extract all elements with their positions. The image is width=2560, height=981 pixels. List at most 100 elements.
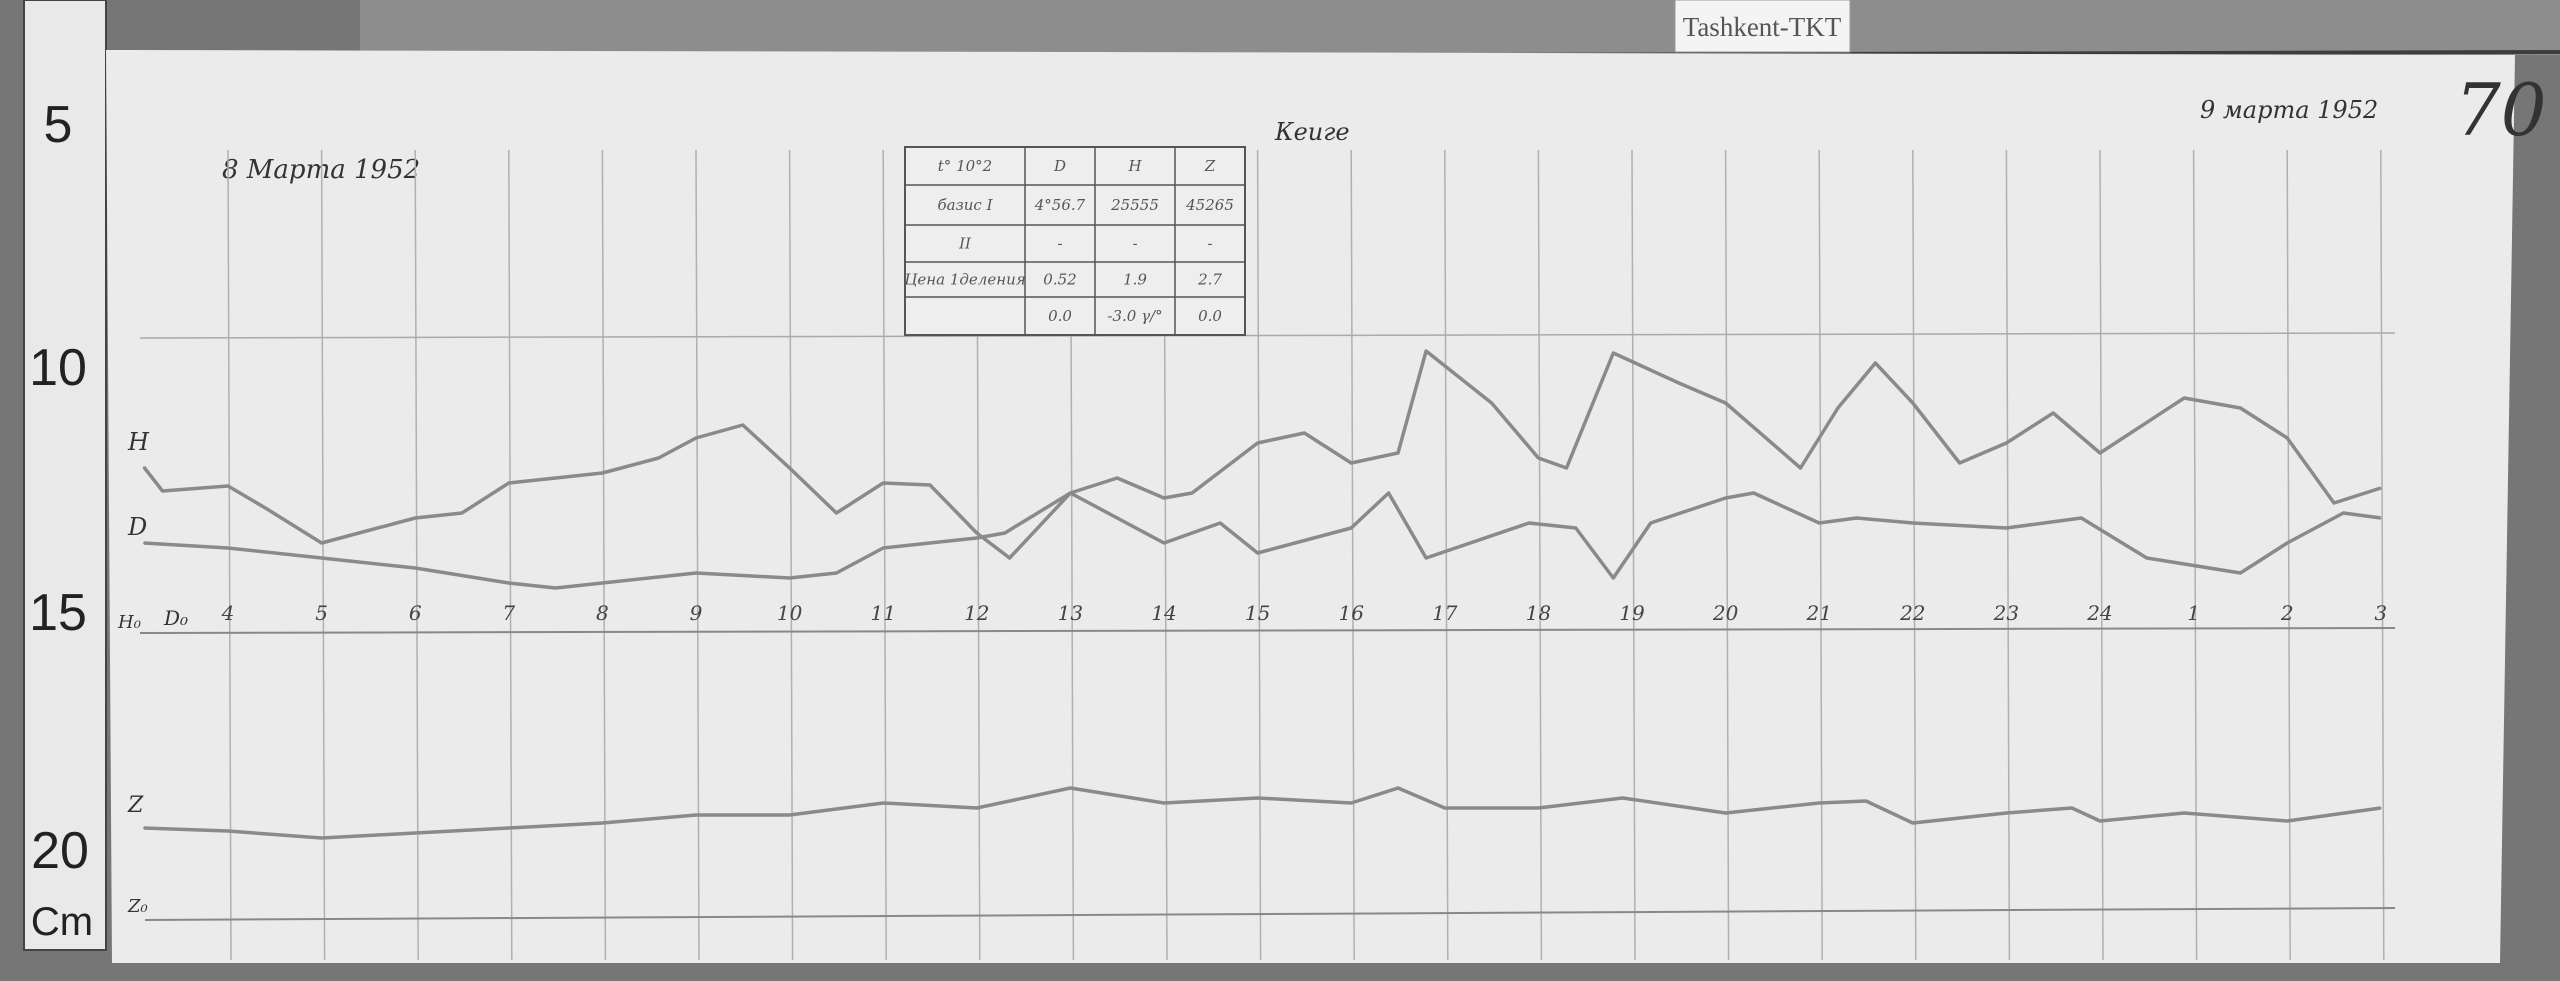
- hour-gridline: [1256, 149, 1262, 961]
- trace-point-h: [2380, 487, 2382, 489]
- table-header-cell: H: [1127, 157, 1142, 175]
- trace-point-z: [1537, 807, 1540, 809]
- trace-h: [142, 349, 2382, 560]
- trace-point-z: [320, 837, 323, 839]
- trace-point-d: [1069, 492, 1072, 494]
- trace-point-h: [1116, 477, 1118, 479]
- chart-grid: [227, 149, 2385, 961]
- trace-point-h: [1350, 462, 1352, 464]
- hour-gridline: [414, 149, 419, 961]
- trace-point-h: [1490, 402, 1493, 404]
- trace-point-d: [2080, 517, 2083, 519]
- trace-point-z: [508, 827, 510, 829]
- trace-point-h: [695, 437, 697, 439]
- trace-point-d: [882, 547, 884, 549]
- trace-point-d: [788, 577, 791, 579]
- trace-point-d: [1912, 522, 1914, 524]
- trace-point-h: [788, 467, 791, 469]
- trace-point-h: [1256, 442, 1259, 444]
- trace-point-h: [1537, 457, 1540, 459]
- ruler-mark: 15: [29, 584, 87, 642]
- ruler-mark: 10: [29, 339, 87, 397]
- hour-tick-label: 12: [964, 601, 989, 625]
- hour-gridline: [2005, 149, 2011, 961]
- trace-point-h: [320, 542, 323, 544]
- hour-gridline: [882, 149, 887, 961]
- trace-point-d: [1855, 517, 1858, 519]
- trace-point-d: [320, 557, 323, 559]
- trace-point-h: [1912, 402, 1914, 404]
- trace-point-z: [1163, 802, 1165, 804]
- hour-gridline: [1912, 149, 1917, 961]
- trace-point-h: [1678, 382, 1680, 384]
- hour-tick-label: 14: [1151, 601, 1176, 625]
- table-cell: 0.0: [1048, 307, 1072, 325]
- table-frame: [904, 146, 1246, 336]
- hour-ticks: 4 5 6 7 8 9 10 11 12 13 14 15 16 17 18 19 20 21 22 23 24 1 2 3: [221, 601, 2388, 625]
- series-label-d: D: [127, 513, 147, 541]
- trace-point-h: [1425, 350, 1427, 352]
- trace-point-z: [1621, 797, 1624, 799]
- trace-point-d: [1163, 542, 1165, 544]
- hour-tick-label: 22: [1899, 601, 1925, 625]
- hour-gridline: [2380, 149, 2385, 961]
- hour-tick-label: 18: [1526, 601, 1551, 625]
- trace-point-h: [142, 466, 145, 468]
- trace-point-z: [1397, 787, 1399, 789]
- trace-point-d: [1649, 522, 1652, 524]
- trace-point-h: [358, 532, 360, 534]
- trace-point-d: [1752, 492, 1755, 494]
- trace-point-h: [1874, 362, 1877, 364]
- series-label-z: Z: [127, 793, 144, 818]
- hour-gridline: [320, 149, 326, 961]
- table-cell: -: [1132, 235, 1137, 253]
- trace-point-h: [508, 482, 510, 484]
- hour-gridline: [2286, 149, 2291, 961]
- table-cell: II: [958, 235, 972, 253]
- hour-gridline: [788, 149, 794, 961]
- trace-point-z: [2380, 807, 2382, 809]
- table-cell: базис I: [937, 196, 993, 214]
- trace-point-h: [2052, 412, 2054, 414]
- trace-point-h: [1397, 452, 1399, 454]
- trace-point-h: [2239, 407, 2242, 409]
- trace-point-h: [554, 477, 557, 479]
- hour-gridline: [1537, 149, 1543, 961]
- trace-point-z: [142, 827, 145, 829]
- trace-point-d: [227, 547, 229, 549]
- trace-point-z: [2286, 820, 2288, 822]
- hour-gridline: [1350, 149, 1355, 961]
- trace-point-h: [1724, 402, 1727, 404]
- hour-gridline: [508, 149, 513, 961]
- trace-point-d: [1724, 497, 1727, 499]
- hour-tick-label: 2: [2280, 601, 2294, 625]
- trace-point-h: [1163, 497, 1165, 499]
- trace-d: [143, 491, 2382, 590]
- baseline-label-d0: D₀: [163, 606, 188, 630]
- hour-tick-label: 16: [1338, 601, 1364, 625]
- table-cell: Цена 1деления: [904, 271, 1025, 289]
- top-clamp-strip: [360, 0, 2560, 55]
- trace-point-h: [161, 490, 164, 492]
- observer-signature: Кеиге: [1274, 118, 1350, 146]
- hour-tick-label: 1: [2187, 601, 2200, 625]
- trace-point-h: [2005, 442, 2008, 444]
- trace-point-d: [1387, 492, 1390, 494]
- trace-point-h: [657, 457, 660, 459]
- table-cell: -: [1207, 235, 1212, 253]
- trace-point-d: [1528, 522, 1530, 524]
- trace-point-z: [695, 814, 697, 816]
- trace-point-h: [1837, 407, 1839, 409]
- trace-point-d: [2239, 572, 2242, 574]
- trace-point-h: [2333, 502, 2335, 504]
- hour-gridline: [695, 149, 700, 961]
- hour-tick-label: 19: [1619, 601, 1645, 625]
- midline: [139, 332, 2396, 339]
- trace-point-h: [1303, 432, 1306, 434]
- date-end: 9 марта 1952: [2200, 96, 2378, 124]
- trace-point-h: [264, 507, 267, 509]
